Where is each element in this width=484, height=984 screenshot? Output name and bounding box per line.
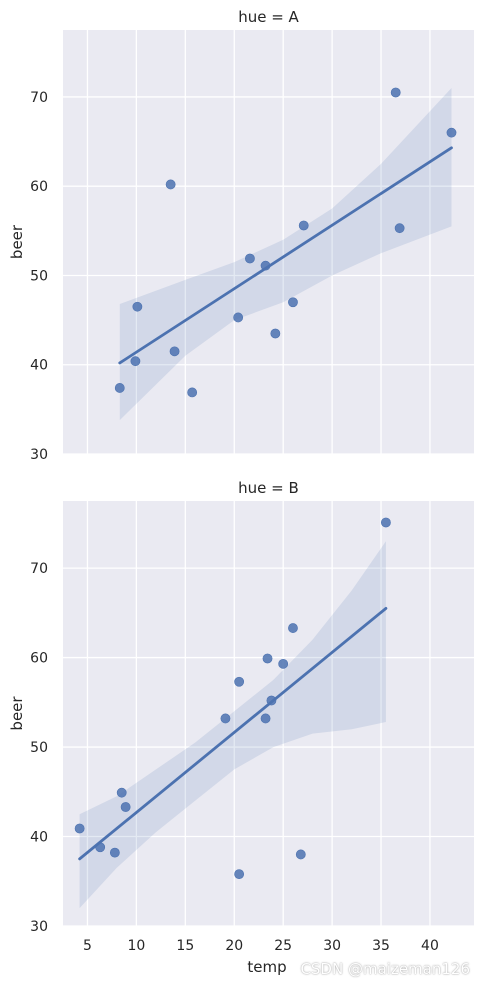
- x-tick-label: 40: [421, 938, 439, 954]
- y-tick-label: 70: [30, 90, 48, 106]
- plot-background: [63, 501, 474, 926]
- data-point: [234, 676, 245, 687]
- confidence-band: [79, 541, 386, 909]
- x-tick-label: 10: [127, 938, 145, 954]
- x-tick-label: 30: [323, 938, 341, 954]
- data-point: [262, 653, 273, 664]
- facet-hue-b: 30 40 50 60 70 5 10 15 20 25 30 35 40 hue = B beer temp: [8, 479, 474, 976]
- data-point: [298, 220, 309, 231]
- x-tick-label: 5: [83, 938, 92, 954]
- data-point: [390, 87, 401, 98]
- y-tick-label: 30: [30, 447, 48, 463]
- y-tick-label: 50: [30, 268, 48, 284]
- data-point: [74, 823, 85, 834]
- watermark: CSDN @maizeman126: [300, 960, 470, 978]
- y-tick-label: 60: [30, 179, 48, 195]
- data-point: [288, 297, 298, 308]
- data-point: [165, 179, 176, 190]
- regression-line: [118, 146, 453, 365]
- y-tick-label: 40: [30, 358, 48, 374]
- y-tick-label: 60: [30, 651, 48, 667]
- data-point: [130, 356, 141, 367]
- x-tick-label: 15: [176, 938, 194, 954]
- plot-background: [63, 30, 474, 454]
- data-point: [120, 802, 131, 812]
- data-point: [260, 260, 271, 271]
- data-point: [233, 312, 244, 323]
- data-point: [266, 695, 277, 706]
- data-point: [234, 869, 245, 880]
- regression-line: [78, 606, 388, 861]
- data-point: [132, 301, 143, 312]
- y-tick-label: 70: [30, 561, 48, 577]
- y-axis-label: beer: [8, 224, 26, 259]
- data-point: [169, 346, 180, 357]
- data-point: [394, 223, 405, 234]
- x-tick-label: 20: [225, 938, 243, 954]
- y-tick-label: 50: [30, 740, 48, 756]
- data-point: [270, 328, 281, 339]
- x-tick-label: 35: [372, 938, 390, 954]
- y-axis-label: beer: [8, 696, 26, 731]
- data-point: [95, 842, 106, 853]
- y-tick-label: 40: [30, 830, 48, 846]
- data-point: [109, 847, 120, 858]
- x-tick-label: 25: [274, 938, 292, 954]
- data-point: [288, 623, 298, 633]
- x-axis-label: temp: [247, 958, 286, 976]
- facet-title: hue = A: [238, 8, 299, 26]
- data-point: [295, 849, 306, 860]
- data-point: [381, 517, 391, 528]
- data-point: [446, 127, 457, 138]
- data-point: [245, 253, 255, 264]
- y-tick-label: 30: [30, 919, 48, 935]
- data-point: [220, 713, 231, 724]
- data-point: [187, 387, 198, 398]
- facet-title: hue = B: [238, 479, 299, 497]
- data-point: [114, 383, 125, 393]
- data-point: [260, 713, 271, 724]
- data-point: [278, 658, 289, 669]
- facet-hue-a: 30 40 50 60 70 hue = A beer: [8, 8, 474, 463]
- data-point: [116, 787, 127, 798]
